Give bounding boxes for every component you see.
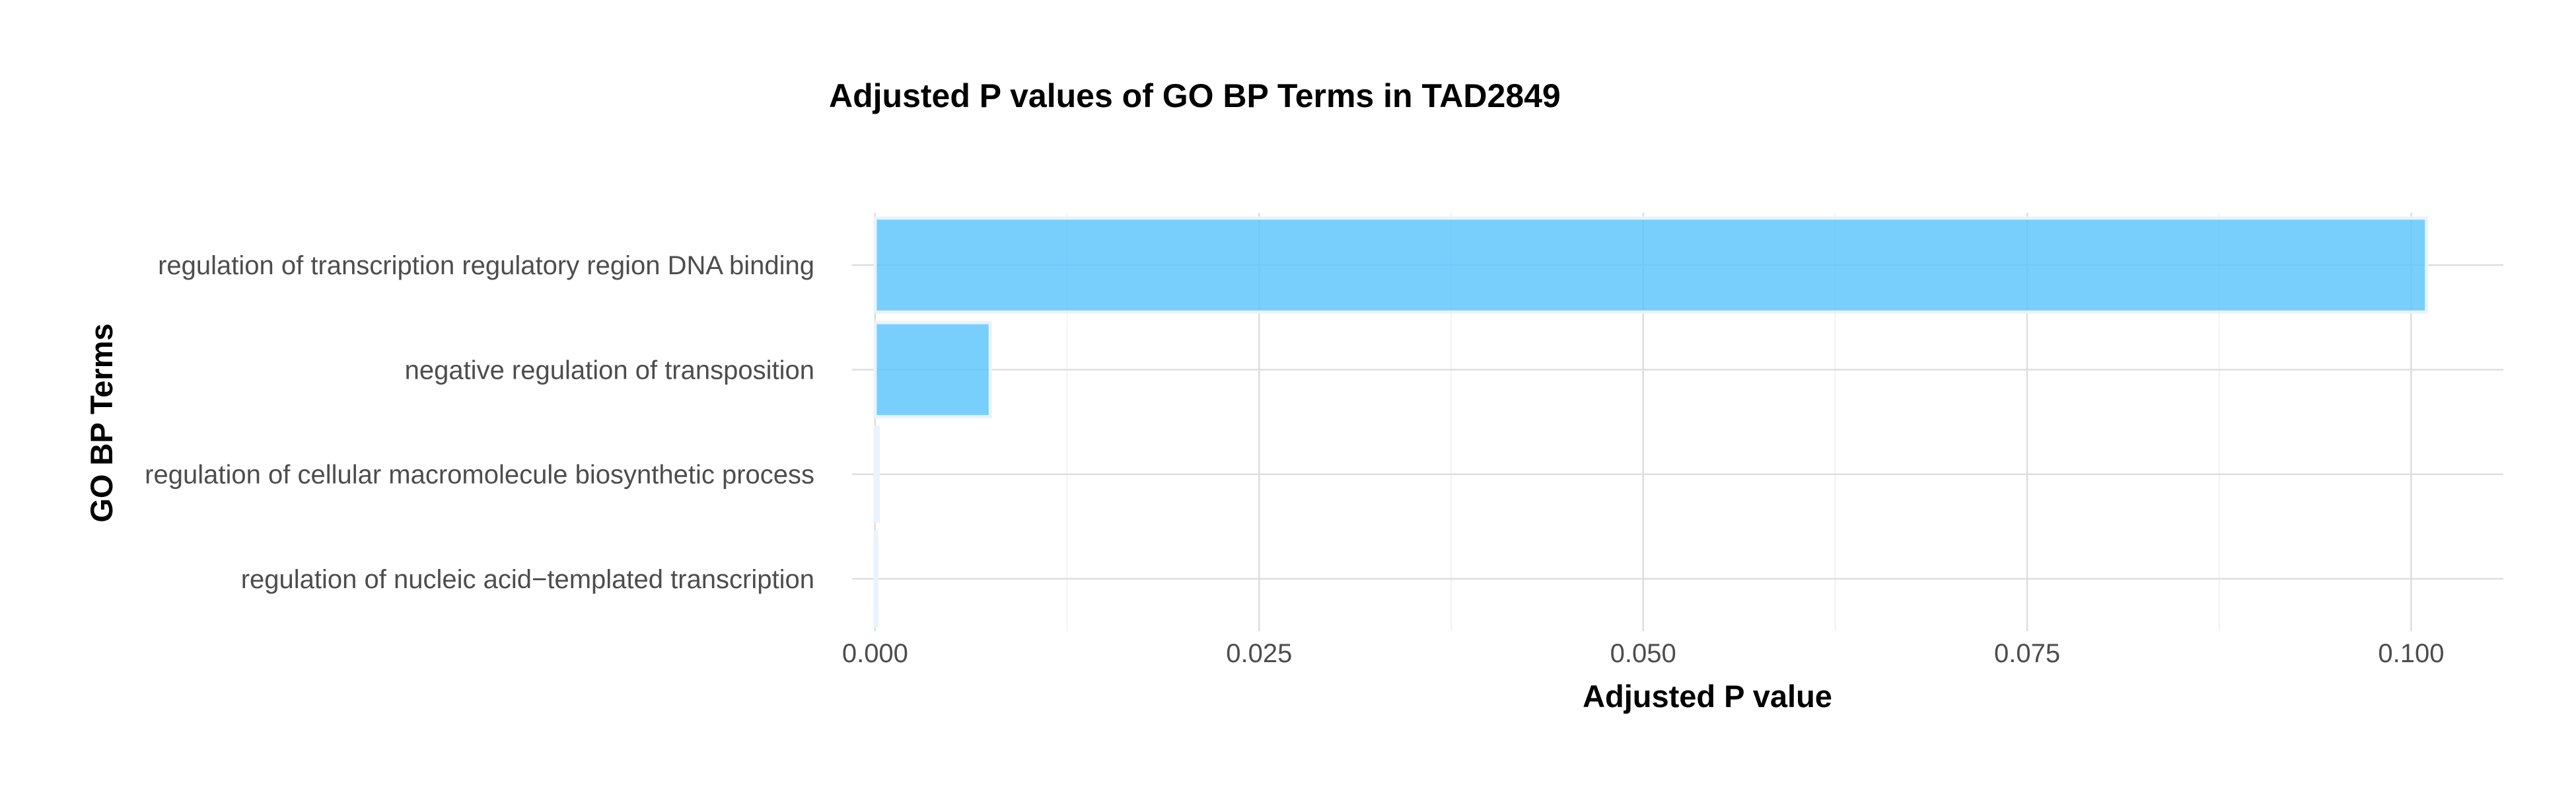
x-tick-labels: 0.000 0.025 0.050 0.075 0.100 (842, 639, 2445, 668)
x-tick-label: 0.075 (1994, 639, 2060, 668)
chart-title: Adjusted P values of GO BP Terms in TAD2… (829, 77, 1561, 114)
bar (873, 530, 878, 628)
x-axis-title: Adjusted P value (1583, 679, 1832, 714)
y-axis-title: GO BP Terms (84, 323, 119, 522)
y-tick-label: regulation of transcription regulatory r… (158, 251, 814, 280)
y-tick-labels: regulation of transcription regulatory r… (145, 251, 814, 594)
y-tick-label: negative regulation of transposition (405, 356, 814, 385)
bar (873, 425, 880, 523)
bars (873, 216, 2429, 628)
bar (873, 216, 2429, 314)
x-tick-label: 0.050 (1610, 639, 1676, 668)
y-tick-label: regulation of cellular macromolecule bio… (145, 461, 814, 490)
y-tick-label: regulation of nucleic acid−templated tra… (241, 565, 814, 594)
x-tick-label: 0.100 (2378, 639, 2444, 668)
x-tick-label: 0.025 (1226, 639, 1292, 668)
bar (873, 321, 992, 419)
x-tick-label: 0.000 (842, 639, 908, 668)
